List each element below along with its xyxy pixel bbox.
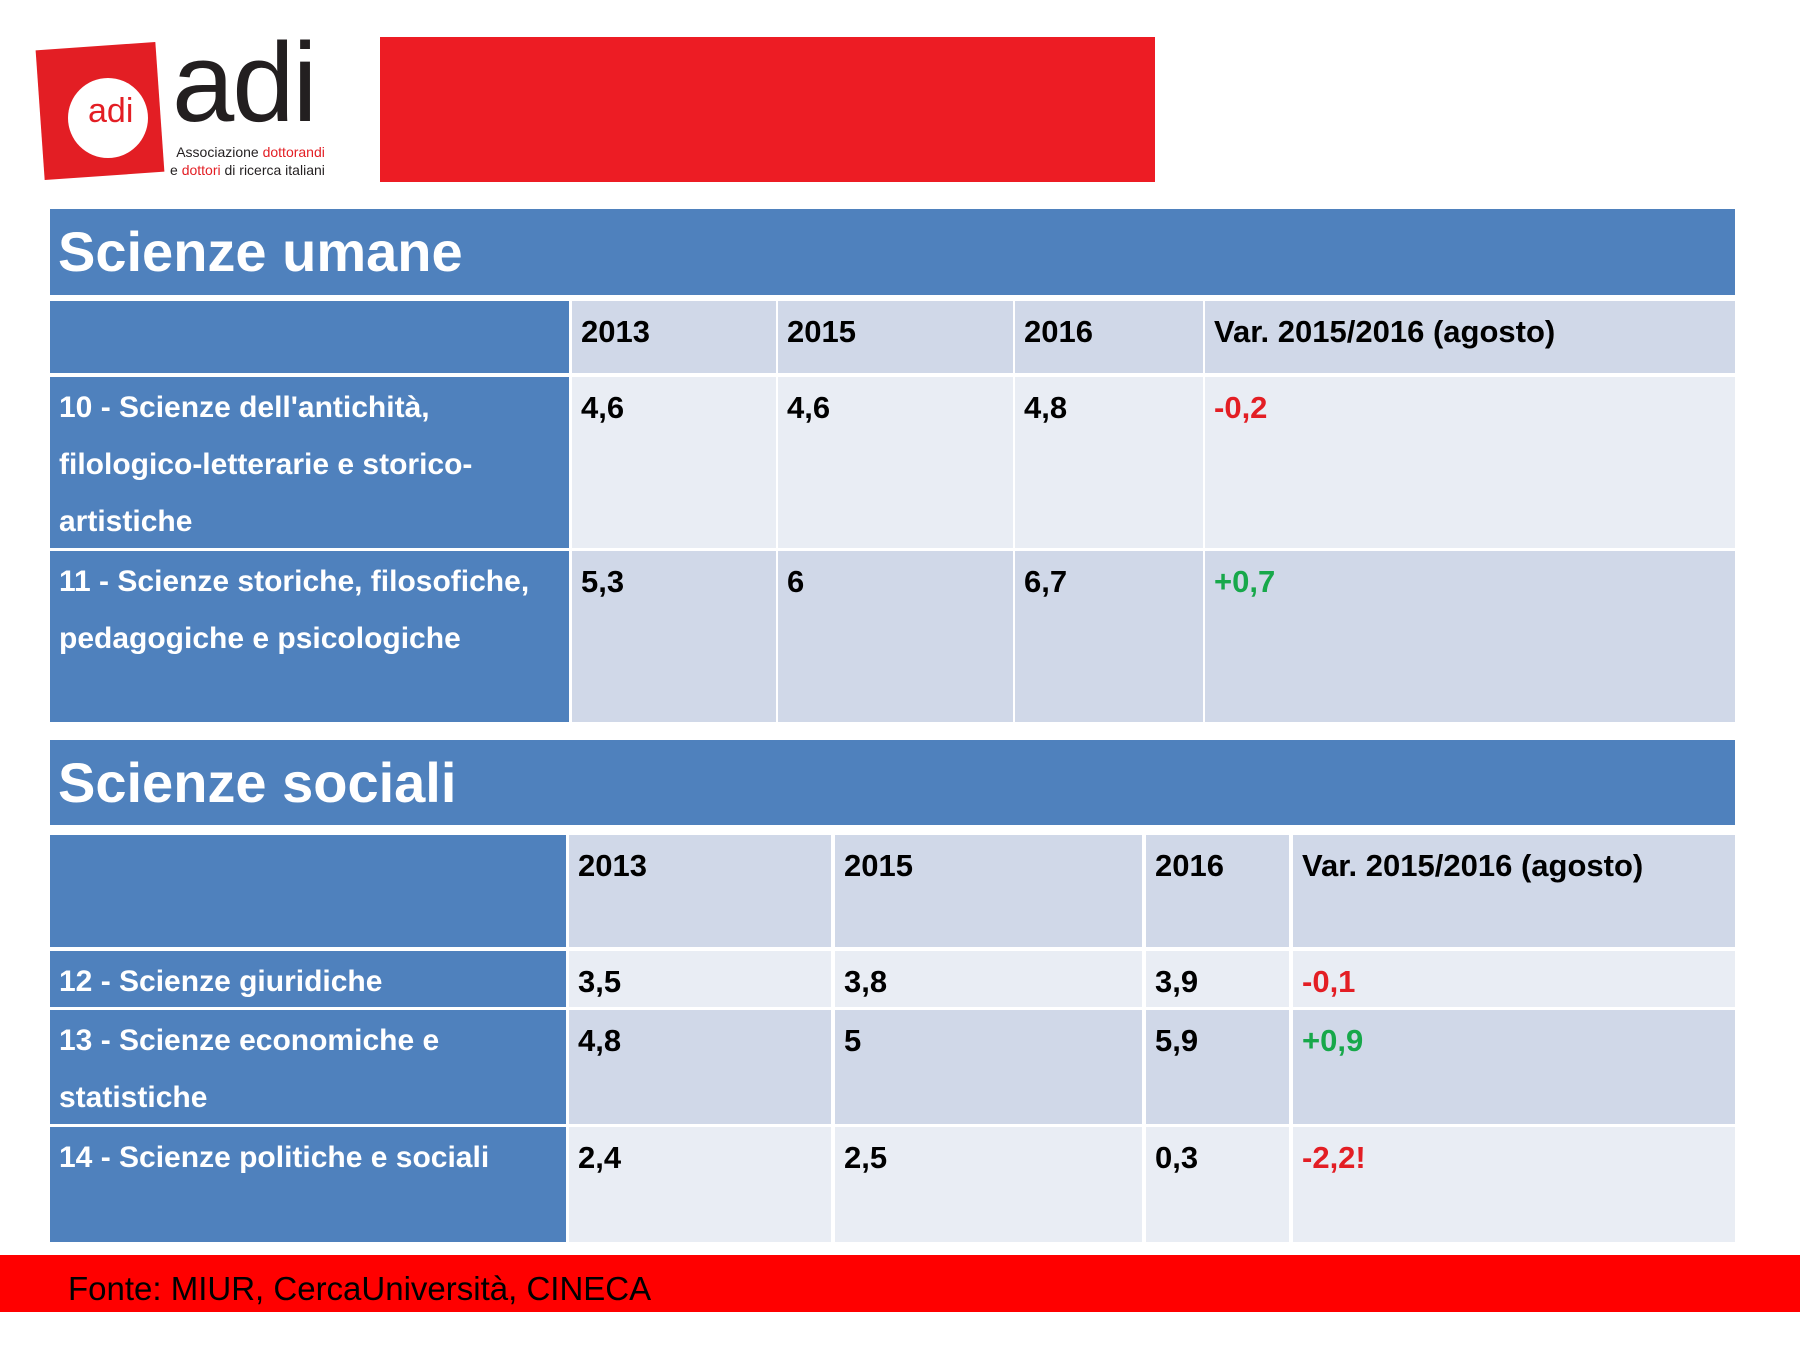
row-label: 14 - Scienze politiche e sociali bbox=[50, 1127, 566, 1242]
header-label-cell bbox=[50, 301, 569, 373]
value-cell: 0,3 bbox=[1146, 1127, 1289, 1242]
value-cell: 4,6 bbox=[572, 377, 776, 548]
column-header: 2015 bbox=[835, 835, 1142, 947]
value-cell: -0,2 bbox=[1205, 377, 1735, 548]
value-cell: 5 bbox=[835, 1010, 1142, 1124]
value-cell: 4,8 bbox=[569, 1010, 831, 1124]
logo-tagline: Associazione dottorandi e dottori di rice… bbox=[170, 143, 325, 179]
section-title: Scienze sociali bbox=[50, 740, 1735, 825]
logo-name: adi bbox=[172, 20, 317, 145]
value-cell: 5,9 bbox=[1146, 1010, 1289, 1124]
column-header: 2015 bbox=[778, 301, 1013, 373]
value-cell: -2,2! bbox=[1293, 1127, 1735, 1242]
value-cell: 5,3 bbox=[572, 551, 776, 722]
footer-band bbox=[0, 1255, 1800, 1312]
value-cell: 2,5 bbox=[835, 1127, 1142, 1242]
row-label: 11 - Scienze storiche, filosofiche, peda… bbox=[50, 551, 569, 722]
header-label-cell bbox=[50, 835, 566, 947]
value-cell: 4,6 bbox=[778, 377, 1013, 548]
logo-apple bbox=[68, 78, 148, 158]
tagline-line: e dottori di ricerca italiani bbox=[170, 161, 325, 179]
row-label: 13 - Scienze economiche e statistiche bbox=[50, 1010, 566, 1124]
column-header: Var. 2015/2016 (agosto) bbox=[1205, 301, 1735, 373]
footer-text: Fonte: MIUR, CercaUniversità, CINECA bbox=[68, 1270, 652, 1307]
value-cell: +0,9 bbox=[1293, 1010, 1735, 1124]
tagline-part: e bbox=[170, 162, 182, 178]
tagline-part: dottori bbox=[181, 162, 221, 178]
value-cell: 2,4 bbox=[569, 1127, 831, 1242]
value-cell: 3,8 bbox=[835, 951, 1142, 1007]
row-label: 12 - Scienze giuridiche bbox=[50, 951, 566, 1007]
value-cell: 6,7 bbox=[1015, 551, 1203, 722]
column-header: 2016 bbox=[1015, 301, 1203, 373]
column-header: 2013 bbox=[572, 301, 776, 373]
column-header: Var. 2015/2016 (agosto) bbox=[1293, 835, 1735, 947]
column-header: 2016 bbox=[1146, 835, 1289, 947]
value-cell: 3,5 bbox=[569, 951, 831, 1007]
value-cell: -0,1 bbox=[1293, 951, 1735, 1007]
value-cell: 6 bbox=[778, 551, 1013, 722]
row-label: 10 - Scienze dell'antichità, filologico-… bbox=[50, 377, 569, 548]
tagline-part: di ricerca italiani bbox=[220, 162, 325, 178]
value-cell: 4,8 bbox=[1015, 377, 1203, 548]
logo-mark: adi bbox=[88, 92, 134, 130]
section-title: Scienze umane bbox=[50, 209, 1735, 295]
banner bbox=[380, 37, 1155, 182]
tagline-line: Associazione dottorandi bbox=[170, 143, 325, 161]
column-header: 2013 bbox=[569, 835, 831, 947]
value-cell: +0,7 bbox=[1205, 551, 1735, 722]
value-cell: 3,9 bbox=[1146, 951, 1289, 1007]
tagline-part: dottorandi bbox=[262, 144, 325, 160]
tagline-part: Associazione bbox=[176, 144, 263, 160]
